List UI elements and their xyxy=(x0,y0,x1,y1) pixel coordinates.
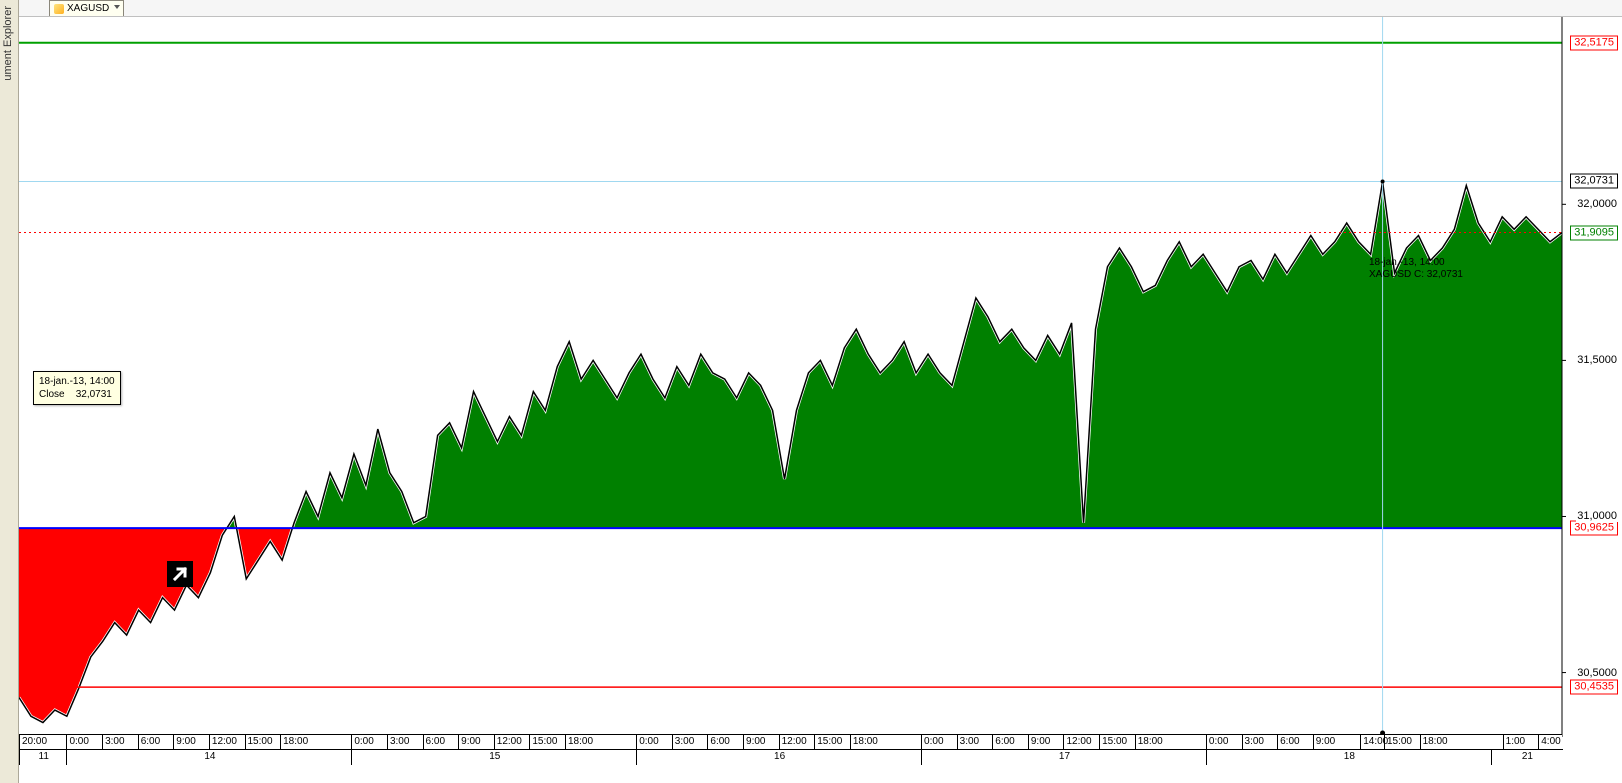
price-level-box: 30,4535 xyxy=(1570,680,1618,695)
y-tick-label: 31,0000 xyxy=(1576,510,1618,522)
x-time-tick: 12:00 xyxy=(494,735,522,749)
x-time-tick: 6:00 xyxy=(138,735,160,749)
x-day-label: 11 xyxy=(19,749,67,765)
x-day-label: 14 xyxy=(66,749,352,765)
instrument-tab-label: XAGUSD xyxy=(67,2,109,16)
x-time-tick: 15:00 xyxy=(529,735,557,749)
x-axis: 20:00 0:00 3:00 6:00 9:00 12:00 15:00 18:00 0:00… xyxy=(19,734,1562,765)
x-time-tick: 12:00 xyxy=(209,735,237,749)
x-time-tick: 18:00 xyxy=(1420,735,1448,749)
tooltip-close-value: 32,0731 xyxy=(76,389,112,400)
x-time-tick: 15:00 xyxy=(1099,735,1127,749)
y-tick-label: 30,5000 xyxy=(1576,667,1618,679)
x-time-tick: 3:00 xyxy=(102,735,124,749)
x-time-tick: 6:00 xyxy=(992,735,1014,749)
data-label-symbol-close: XAGUSD C: 32,0731 xyxy=(1369,269,1463,281)
x-time-tick: 12:00 xyxy=(779,735,807,749)
price-level-box: 32,5175 xyxy=(1570,35,1618,50)
price-level-box: 31,9095 xyxy=(1570,225,1618,240)
x-time-tick: 3:00 xyxy=(387,735,409,749)
inline-data-label: 18-jan.-13, 14:00 XAGUSD C: 32,0731 xyxy=(1369,257,1463,281)
explorer-sidebar[interactable]: ument Explorer xyxy=(0,0,19,783)
instrument-icon xyxy=(54,4,64,14)
x-time-tick: 6:00 xyxy=(423,735,445,749)
x-time-tick: 6:00 xyxy=(707,735,729,749)
price-level-box: 30,9625 xyxy=(1570,521,1618,536)
x-time-tick: 0:00 xyxy=(351,735,373,749)
x-time-tick: 12:00 xyxy=(1063,735,1091,749)
x-time-tick: 0:00 xyxy=(66,735,88,749)
x-time-tick: 18:00 xyxy=(565,735,593,749)
tab-bar: XAGUSD xyxy=(19,0,1622,17)
x-time-tick: 9:00 xyxy=(173,735,195,749)
x-time-tick: 18:00 xyxy=(850,735,878,749)
tab-dropdown-icon[interactable] xyxy=(114,5,120,9)
tooltip-close-label: Close xyxy=(39,389,65,400)
x-day-label: 16 xyxy=(636,749,922,765)
x-time-tick: 0:00 xyxy=(636,735,658,749)
x-day-label: 21 xyxy=(1491,749,1563,765)
data-label-datetime: 18-jan.-13, 14:00 xyxy=(1369,257,1463,269)
x-time-tick: 15:00 xyxy=(1384,735,1412,749)
crosshair-tooltip: 18-jan.-13, 14:00 Close 32,0731 xyxy=(33,371,121,405)
chart-area[interactable]: 18-jan.-13, 14:00 Close 32,0731 18-jan.-… xyxy=(19,17,1622,783)
x-time-tick: 9:00 xyxy=(1028,735,1050,749)
x-time-tick: 9:00 xyxy=(458,735,480,749)
x-time-tick: 0:00 xyxy=(1206,735,1228,749)
x-time-tick: 4:00 xyxy=(1538,735,1560,749)
x-day-label: 18 xyxy=(1206,749,1492,765)
x-time-tick: 9:00 xyxy=(1313,735,1335,749)
x-day-label: 15 xyxy=(351,749,637,765)
x-time-tick: 18:00 xyxy=(1135,735,1163,749)
entry-arrow-icon xyxy=(167,561,193,587)
tooltip-datetime: 18-jan.-13, 14:00 xyxy=(39,375,115,388)
y-tick-label: 32,0000 xyxy=(1576,198,1618,210)
x-time-tick: 18:00 xyxy=(280,735,308,749)
x-time-tick: 3:00 xyxy=(1242,735,1264,749)
price-chart[interactable] xyxy=(19,17,1622,783)
x-time-tick: 20:00 xyxy=(19,735,47,749)
x-time-tick: 15:00 xyxy=(814,735,842,749)
x-time-tick: 6:00 xyxy=(1277,735,1299,749)
x-day-label: 17 xyxy=(921,749,1207,765)
instrument-tab[interactable]: XAGUSD xyxy=(49,0,124,16)
x-time-tick: 3:00 xyxy=(957,735,979,749)
x-time-tick: 1:00 xyxy=(1503,735,1525,749)
explorer-label: ument Explorer xyxy=(2,6,14,81)
x-time-tick: 0:00 xyxy=(921,735,943,749)
price-level-box: 32,0731 xyxy=(1570,174,1618,189)
y-tick-label: 31,5000 xyxy=(1576,354,1618,366)
x-time-tick: 3:00 xyxy=(672,735,694,749)
x-time-tick: 9:00 xyxy=(743,735,765,749)
x-time-tick: 15:00 xyxy=(245,735,273,749)
